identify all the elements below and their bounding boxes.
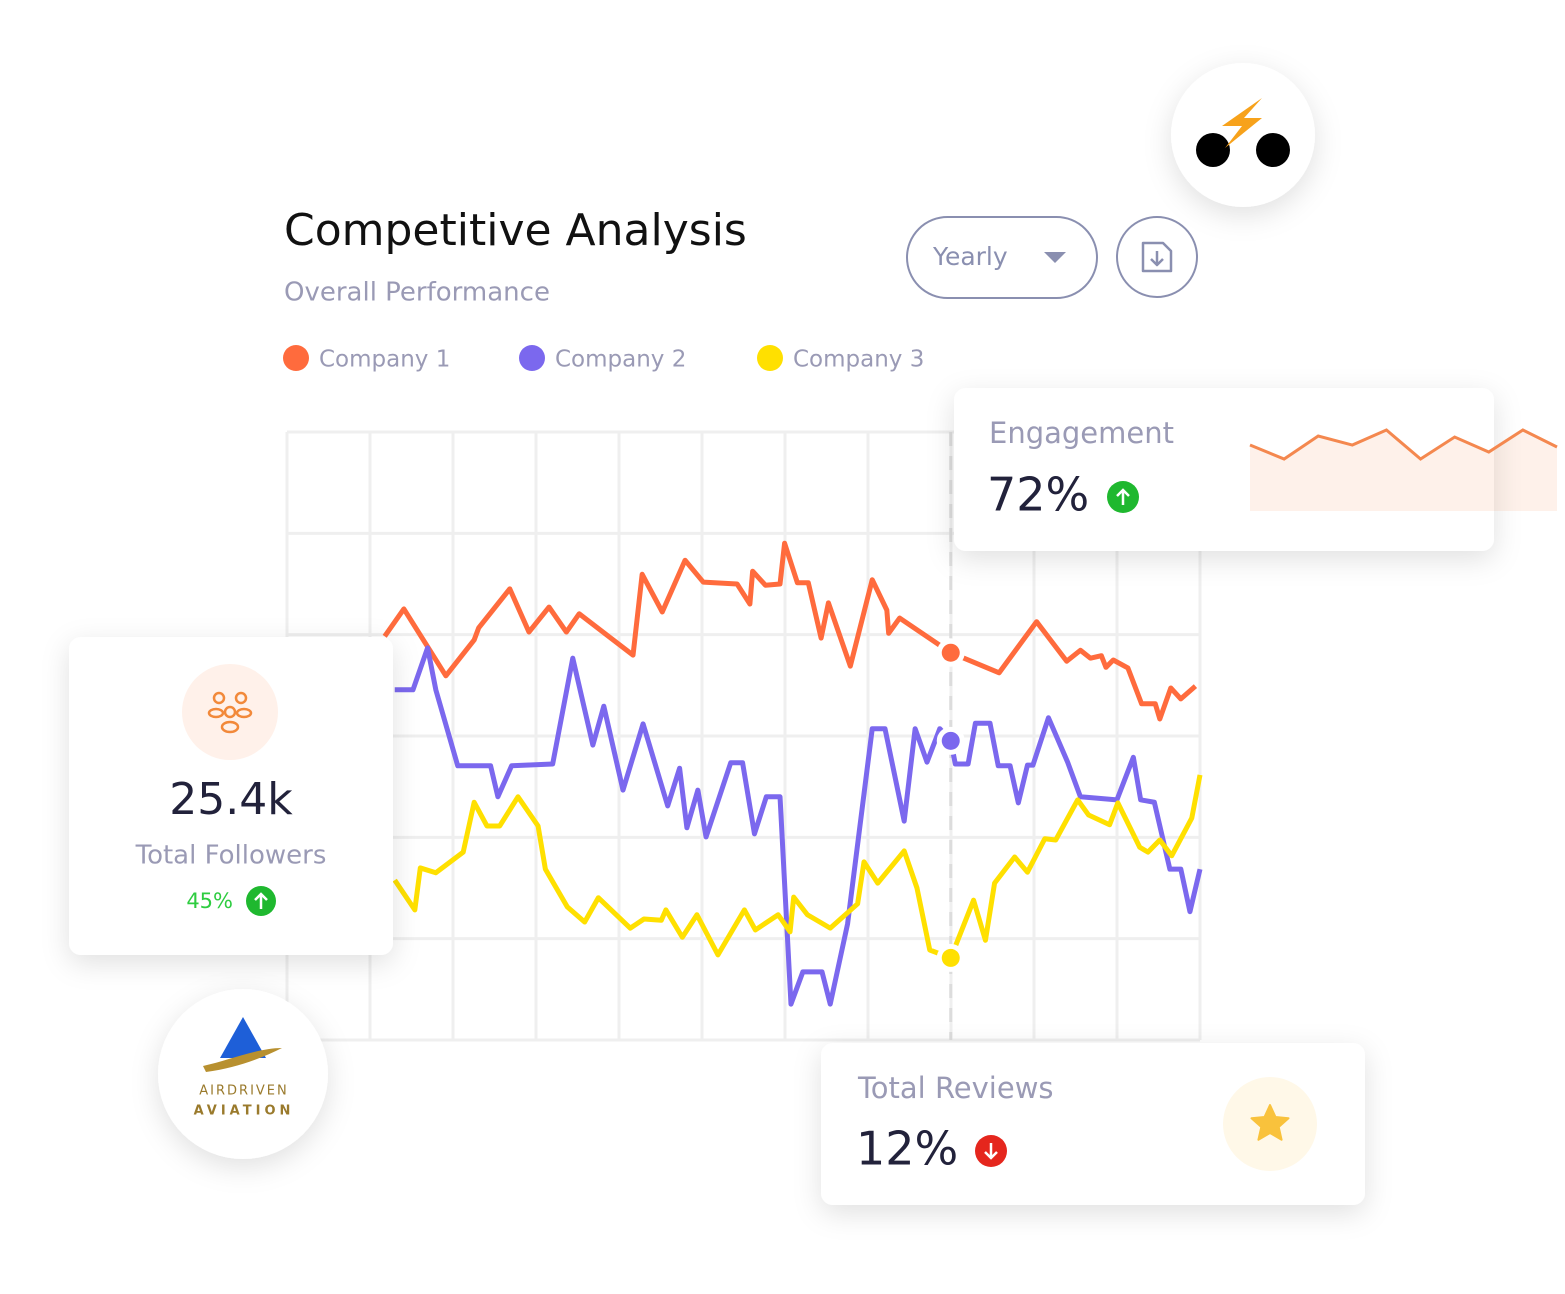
reviews-value: 12% — [856, 1122, 958, 1176]
title: Competitive Analysis — [284, 205, 747, 256]
legend-label: Company 2 — [555, 347, 686, 373]
series-line — [392, 774, 1203, 961]
legend-swatch — [519, 345, 545, 371]
reviews-card — [821, 1043, 1365, 1205]
marker-point — [941, 731, 960, 750]
sparkline — [1249, 428, 1558, 511]
logo-text: AIRDRIVEN — [199, 1084, 288, 1099]
bike-logo — [1171, 63, 1315, 207]
followers-value: 25.4k — [169, 774, 293, 825]
legend: Company 1 Company 2 Company 3 — [283, 345, 924, 373]
marker-point — [941, 643, 960, 662]
reviews-label: Total Reviews — [857, 1071, 1054, 1105]
engagement-label: Engagement — [989, 416, 1174, 450]
followers-card — [69, 637, 393, 955]
dropdown-box[interactable] — [906, 216, 1098, 299]
sparkline-area — [1250, 430, 1557, 511]
legend-label: Company 1 — [319, 347, 450, 373]
wheel — [1196, 133, 1230, 167]
aviation-logo: AIRDRIVEN AVIATION — [158, 989, 328, 1159]
up-arrow — [1116, 488, 1130, 505]
download-icon — [1141, 241, 1173, 273]
logo-circle — [158, 989, 328, 1159]
dropdown-caret — [1044, 252, 1066, 263]
legend-swatch — [757, 345, 783, 371]
engagement-value: 72% — [987, 468, 1089, 522]
dropdown-label[interactable]: Yearly — [932, 242, 1008, 271]
bolt — [1222, 98, 1262, 148]
down-arrow — [984, 1143, 998, 1160]
engagement-card — [954, 388, 1494, 551]
period-dropdown[interactable]: Yearly — [906, 216, 1098, 299]
logo-text: AVIATION — [194, 1104, 295, 1119]
logo-plane — [203, 1048, 282, 1072]
legend-label: Company 3 — [793, 347, 924, 373]
marker-point — [941, 948, 960, 967]
followers-icon — [207, 691, 253, 734]
legend-swatch — [283, 345, 309, 371]
followers-change: 45% — [186, 889, 233, 913]
up-arrow — [254, 892, 268, 909]
subtitle: Overall Performance — [284, 278, 550, 308]
logo-mark — [220, 1017, 266, 1058]
series-line — [394, 645, 1203, 1007]
followers-label: Total Followers — [135, 841, 327, 871]
star-icon — [1250, 1104, 1290, 1141]
download-button[interactable] — [1116, 216, 1198, 298]
series-line — [382, 540, 1198, 722]
followers-icon-bg — [182, 664, 278, 760]
wheel — [1256, 133, 1290, 167]
sparkline-line — [1249, 428, 1558, 461]
logo-circle — [1171, 63, 1315, 207]
